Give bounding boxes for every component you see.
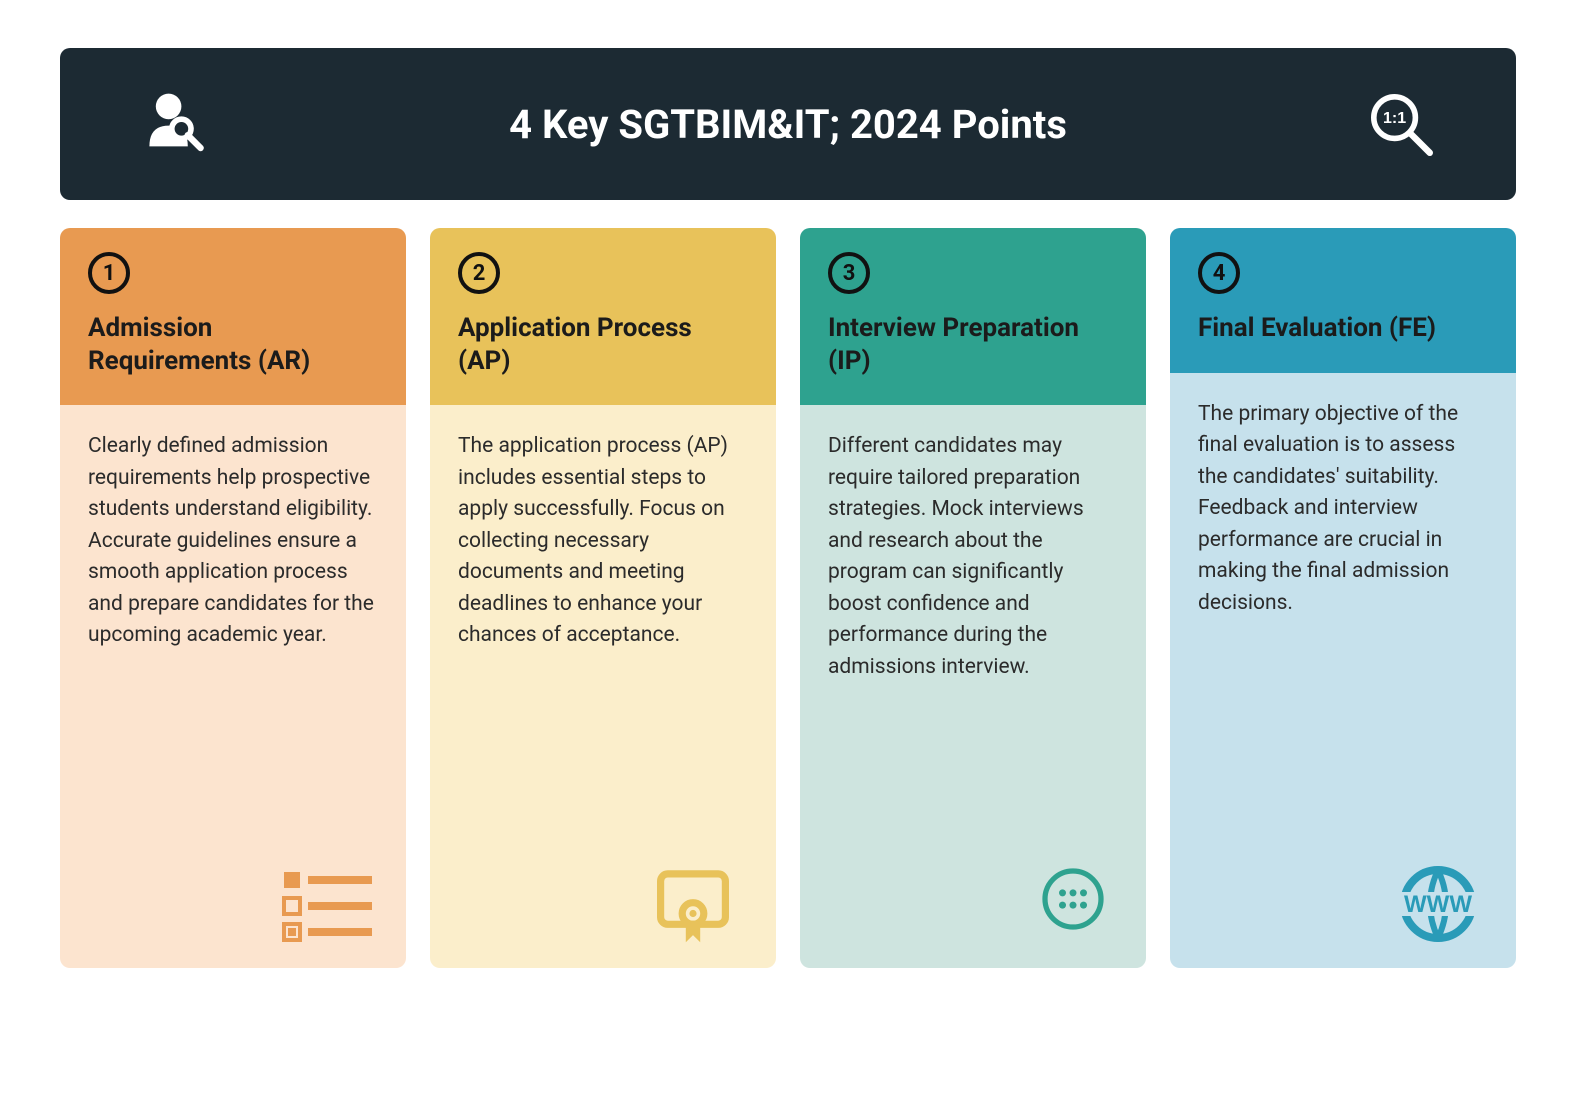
svg-text:1:1: 1:1 xyxy=(1383,110,1406,127)
card-head: 4 Final Evaluation (FE) xyxy=(1170,228,1516,373)
card-body: Different candidates may require tailore… xyxy=(800,405,1146,968)
card-description: The application process (AP) includes es… xyxy=(458,431,748,652)
card-interview-preparation: 3 Interview Preparation (IP) Different c… xyxy=(800,228,1146,968)
card-head: 3 Interview Preparation (IP) xyxy=(800,228,1146,405)
card-number: 1 xyxy=(88,252,130,294)
header-title: 4 Key SGTBIM&IT; 2024 Points xyxy=(220,101,1356,148)
card-admission-requirements: 1 Admission Requirements (AR) Clearly de… xyxy=(60,228,406,968)
magnify-1to1-icon: 1:1 xyxy=(1356,79,1446,169)
card-body: The application process (AP) includes es… xyxy=(430,405,776,968)
card-application-process: 2 Application Process (AP) The applicati… xyxy=(430,228,776,968)
card-final-evaluation: 4 Final Evaluation (FE) The primary obje… xyxy=(1170,228,1516,968)
card-body: Clearly defined admission requirements h… xyxy=(60,405,406,968)
card-description: Clearly defined admission requirements h… xyxy=(88,431,378,652)
cards-row: 1 Admission Requirements (AR) Clearly de… xyxy=(60,228,1516,968)
header-bar: 4 Key SGTBIM&IT; 2024 Points 1:1 xyxy=(60,48,1516,200)
card-title: Interview Preparation (IP) xyxy=(828,312,1118,377)
svg-text:WWW: WWW xyxy=(1404,891,1472,918)
card-head: 2 Application Process (AP) xyxy=(430,228,776,405)
card-number: 2 xyxy=(458,252,500,294)
list-icon xyxy=(278,864,378,944)
card-title: Application Process (AP) xyxy=(458,312,748,377)
card-description: Different candidates may require tailore… xyxy=(828,431,1118,683)
card-number: 3 xyxy=(828,252,870,294)
card-title: Final Evaluation (FE) xyxy=(1198,312,1488,345)
dots-circle-icon xyxy=(1038,864,1108,944)
card-head: 1 Admission Requirements (AR) xyxy=(60,228,406,405)
card-number: 4 xyxy=(1198,252,1240,294)
www-globe-icon: WWW xyxy=(1388,864,1488,944)
card-description: The primary objective of the final evalu… xyxy=(1198,399,1488,620)
certificate-icon xyxy=(648,864,748,944)
card-body: The primary objective of the final evalu… xyxy=(1170,373,1516,969)
user-search-icon xyxy=(130,79,220,169)
card-title: Admission Requirements (AR) xyxy=(88,312,378,377)
